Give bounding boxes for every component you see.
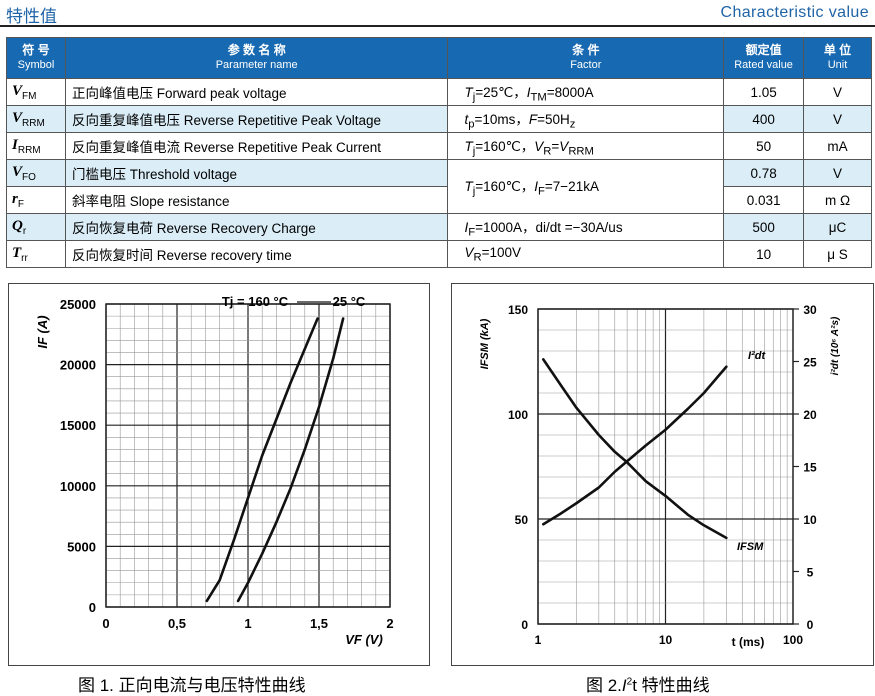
col-rated-value: 额定值 Rated value xyxy=(723,37,805,79)
section-title-cn: 特性值 xyxy=(6,7,57,26)
row-unit: V xyxy=(803,159,872,187)
row-unit: m Ω xyxy=(803,186,872,214)
col-condition: 条 件 Factor xyxy=(447,37,725,79)
table-header-row: 符 号 Symbol 参 数 名 称 Parameter name 条 件 Facto… xyxy=(6,37,872,79)
series-line-i2t xyxy=(541,365,728,526)
row-parameter: 正向峰值电压 Forward peak voltage xyxy=(64,78,449,106)
row-condition: IF=1000A，di/dt =−30A/us xyxy=(447,213,725,241)
row-parameter: 反向恢复电荷 Reverse Recovery Charge xyxy=(64,213,449,241)
y-right-tick-label: 30 xyxy=(803,303,817,317)
col-symbol: 符 号 Symbol xyxy=(6,37,66,79)
legend-label-160c: Tj = 160 °C xyxy=(222,294,289,309)
row-symbol: Qr xyxy=(6,213,66,241)
row-unit: μ S xyxy=(803,240,872,268)
characteristic-table: 符 号 Symbol 参 数 名 称 Parameter name 条 件 Facto… xyxy=(6,37,872,268)
row-value: 400 xyxy=(723,105,805,133)
y-tick-label: 15000 xyxy=(60,418,96,433)
row-value: 50 xyxy=(723,132,805,160)
table-row: IRRM 反向重复峰值电流 Reverse Repetitive Peak Cu… xyxy=(6,132,872,160)
y-left-tick-label: 100 xyxy=(508,408,528,422)
table-row: VFM 正向峰值电压 Forward peak voltage Tj=25℃，I… xyxy=(6,78,872,106)
y-right-tick-label: 0 xyxy=(807,618,814,632)
y-tick-label: 25000 xyxy=(60,297,96,312)
row-parameter: 反向重复峰值电流 Reverse Repetitive Peak Current xyxy=(64,132,449,160)
x-tick-label: 100 xyxy=(783,633,803,647)
figure1-panel: 0 0,5 1 1,5 2 0 5000 10000 15000 20000 25000 IF (A)… xyxy=(8,283,430,666)
x-tick-label: 0 xyxy=(102,616,109,631)
forward-iv-chart: 0 0,5 1 1,5 2 0 5000 10000 15000 20000 25000 IF (A)… xyxy=(35,294,394,647)
section-title-en: Characteristic value xyxy=(720,4,869,21)
surge-current-chart: 1 10 100 0 50 100 150 0 5 10 15 20 25 30 IFSM (kA) i²dt… xyxy=(479,303,841,649)
y-right-tick-label: 10 xyxy=(803,513,817,527)
row-condition: tp=10ms，F=50Hz xyxy=(447,105,725,133)
y-right-axis-label: i²dt (10⁶ A²s) xyxy=(830,316,841,375)
y-tick-label: 20000 xyxy=(60,358,96,373)
series-line-ifsm xyxy=(541,358,728,540)
row-value: 0.78 xyxy=(723,159,805,187)
x-tick-label: 2 xyxy=(386,616,393,631)
x-axis-label: t (ms) xyxy=(732,635,765,649)
series-line-25c xyxy=(236,317,345,603)
y-tick-label: 10000 xyxy=(60,479,96,494)
y-axis-label: IF (A) xyxy=(35,315,50,348)
col-parameter: 参 数 名 称 Parameter name xyxy=(64,37,449,79)
row-symbol: IRRM xyxy=(6,132,66,160)
row-symbol: VRRM xyxy=(6,105,66,133)
x-tick-label: 1 xyxy=(535,633,542,647)
y-tick-label: 0 xyxy=(89,600,96,615)
y-right-tick-label: 15 xyxy=(803,461,817,475)
figure2-panel: 1 10 100 0 50 100 150 0 5 10 15 20 25 30 IFSM (kA) i²dt… xyxy=(451,283,874,666)
row-condition: Tj=25℃，ITM=8000A xyxy=(447,78,725,106)
row-unit: V xyxy=(803,105,872,133)
row-symbol: rF xyxy=(6,186,66,214)
row-value: 500 xyxy=(723,213,805,241)
x-axis-label: VF (V) xyxy=(345,632,383,647)
label-ifsm: IFSM xyxy=(737,541,764,553)
y-left-axis-label: IFSM (kA) xyxy=(479,318,491,369)
row-parameter: 斜率电阻 Slope resistance xyxy=(64,186,449,214)
y-right-tick-label: 25 xyxy=(803,356,817,370)
y-right-tick-label: 20 xyxy=(803,408,817,422)
row-parameter: 反向恢复时间 Reverse recovery time xyxy=(64,240,449,268)
row-value: 0.031 xyxy=(723,186,805,214)
row-value: 10 xyxy=(723,240,805,268)
x-tick-label: 1,5 xyxy=(310,616,328,631)
y-left-tick-label: 150 xyxy=(508,303,528,317)
row-symbol: VFO xyxy=(6,159,66,187)
figure2-caption: 图 2.I2t 特性曲线 xyxy=(586,676,710,695)
y-left-tick-label: 50 xyxy=(515,513,529,527)
x-tick-label: 0,5 xyxy=(168,616,186,631)
legend-label-25c: 25 °C xyxy=(333,294,366,309)
y-tick-label: 5000 xyxy=(67,539,96,554)
y-right-tick-label: 5 xyxy=(807,566,814,580)
y-left-tick-label: 0 xyxy=(521,618,528,632)
header-rule xyxy=(0,25,875,27)
row-unit: μC xyxy=(803,213,872,241)
row-condition: Tj=160℃，IF=7−21kA xyxy=(447,159,725,214)
row-unit: mA xyxy=(803,132,872,160)
col-unit: 单 位 Unit xyxy=(803,37,872,79)
row-parameter: 反向重复峰值电压 Reverse Repetitive Peak Voltage xyxy=(64,105,449,133)
row-parameter: 门槛电压 Threshold voltage xyxy=(64,159,449,187)
x-tick-label: 1 xyxy=(244,616,251,631)
table-row: rF 斜率电阻 Slope resistance 0.031 m Ω xyxy=(6,186,872,214)
table-row: VRRM 反向重复峰值电压 Reverse Repetitive Peak Vo… xyxy=(6,105,872,133)
row-unit: V xyxy=(803,78,872,106)
table-row: Qr 反向恢复电荷 Reverse Recovery Charge IF=100… xyxy=(6,213,872,241)
row-condition: Tj=160℃，VR=VRRM xyxy=(447,132,725,160)
row-condition: VR=100V xyxy=(447,240,725,268)
table-row: VFO 门槛电压 Threshold voltage Tj=160℃，IF=7−… xyxy=(6,159,872,214)
row-value: 1.05 xyxy=(723,78,805,106)
figure1-caption: 图 1. 正向电流与电压特性曲线 xyxy=(78,676,306,695)
x-tick-label: 10 xyxy=(659,633,673,647)
row-symbol: Trr xyxy=(6,240,66,268)
row-symbol: VFM xyxy=(6,78,66,106)
label-i2t: I²dt xyxy=(748,350,766,362)
table-row: Trr 反向恢复时间 Reverse recovery time VR=100V… xyxy=(6,240,872,268)
plot-frame xyxy=(105,303,391,608)
section-header: 特性值 Characteristic value xyxy=(0,0,875,27)
series-line-160c xyxy=(205,317,319,603)
